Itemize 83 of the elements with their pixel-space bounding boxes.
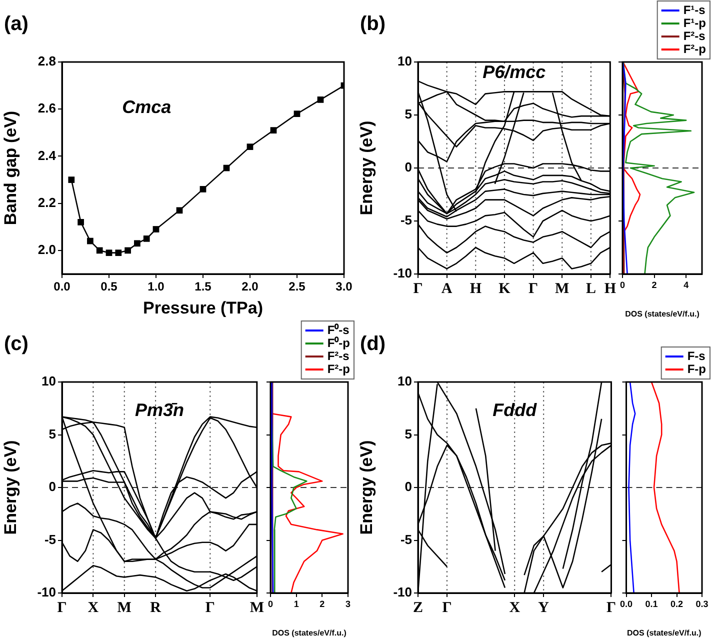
chart-title: (d)	[360, 333, 386, 355]
x-tick-label: 0.3	[696, 598, 708, 609]
x-tick-label: Γ	[442, 600, 452, 616]
x-tick-label: 2.5	[288, 280, 306, 294]
x-tick-label: 2	[652, 280, 657, 290]
x-tick-label: M	[250, 600, 264, 616]
y-axis-title: Energy (eV)	[356, 120, 376, 216]
x-axis-title: DOS (states/eV/f.u.)	[272, 628, 347, 638]
x-axis-title: DOS (states/eV/f.u.)	[627, 628, 702, 638]
annotation: P6/mcc	[482, 62, 546, 82]
y-tick-label: -5	[400, 532, 412, 547]
legend-label: F²-s	[683, 28, 706, 43]
x-tick-label: Γ	[528, 280, 538, 297]
y-axis-title: Band gap (eV)	[0, 110, 20, 226]
x-tick-label: K	[498, 280, 511, 297]
x-tick-label: 0.5	[100, 280, 118, 294]
y-tick-label: 0	[404, 479, 412, 494]
x-tick-label: 0.2	[670, 598, 684, 609]
x-tick-label: 0.0	[620, 598, 633, 609]
x-tick-label: M	[555, 280, 570, 297]
y-tick-label: -10	[393, 584, 412, 600]
x-tick-label: 2	[320, 598, 325, 609]
x-tick-label: L	[586, 280, 596, 297]
y-tick-label: 2.8	[38, 54, 56, 69]
y-tick-label: 10	[42, 374, 56, 389]
y-tick-label: -5	[44, 532, 56, 547]
x-tick-label: 1	[294, 598, 299, 609]
y-tick-label: 2.4	[38, 148, 57, 163]
x-tick-label: A	[441, 280, 452, 297]
legend-label: F²-s	[327, 348, 350, 363]
y-tick-label: 0	[48, 479, 56, 494]
x-tick-label: Γ	[205, 600, 215, 616]
legend-label: F²-p	[683, 42, 706, 56]
x-axis-title: Pressure (TPa)	[143, 298, 263, 318]
x-tick-label: 3	[345, 598, 351, 609]
x-tick-label: Γ	[57, 600, 67, 616]
y-tick-label: 0	[404, 160, 412, 175]
x-tick-label: Z	[412, 600, 424, 616]
x-tick-label: H	[470, 280, 482, 297]
legend-label: F¹-p	[683, 16, 706, 30]
x-tick-label: H	[604, 280, 616, 297]
x-tick-label: 2.0	[242, 280, 259, 294]
y-tick-label: -10	[37, 584, 56, 600]
legend-label: F⁰-p	[327, 336, 350, 350]
y-tick-label: 5	[48, 426, 56, 442]
annotation: Pm3̄n	[134, 400, 184, 420]
y-tick-label: 2.0	[38, 242, 56, 258]
y-axis-title: Energy (eV)	[356, 440, 376, 535]
legend-label: F-p	[687, 362, 706, 376]
x-tick-label: R	[150, 600, 162, 616]
legend-label: F¹-s	[683, 2, 706, 17]
x-tick-label: Γ	[413, 280, 423, 297]
y-tick-label: 5	[404, 106, 412, 122]
x-tick-label: X	[509, 600, 520, 616]
y-tick-label: 2.6	[38, 100, 56, 116]
annotation: Cmca	[122, 97, 172, 118]
chart-title: (b)	[360, 13, 386, 35]
x-axis-title: DOS (states/eV/f.u.)	[625, 309, 700, 318]
y-tick-label: -5	[400, 212, 412, 228]
legend-label: F⁰-s	[327, 322, 350, 337]
x-tick-label: 0	[268, 598, 274, 609]
y-tick-label: 10	[398, 374, 412, 389]
y-tick-label: 5	[404, 426, 412, 442]
y-tick-label: 10	[398, 54, 412, 69]
annotation: Fddd	[492, 400, 538, 420]
x-tick-label: M	[117, 600, 132, 616]
x-tick-label: Y	[538, 600, 550, 616]
x-tick-label: 0.1	[645, 598, 658, 609]
x-tick-label: Γ	[606, 600, 616, 616]
y-tick-label: 2.2	[38, 194, 56, 210]
x-tick-label: 1.5	[194, 280, 212, 294]
chart-title: (c)	[4, 333, 28, 355]
x-tick-label: 3.0	[336, 280, 353, 294]
x-tick-label: 0.0	[54, 280, 71, 294]
x-tick-label: 1.0	[148, 280, 165, 294]
x-tick-label: 4	[684, 280, 689, 290]
x-tick-label: 0	[620, 280, 626, 290]
legend-label: F²-p	[327, 362, 350, 376]
legend-label: F-s	[687, 348, 706, 363]
y-tick-label: -10	[393, 266, 412, 281]
chart-title: (a)	[4, 13, 28, 35]
x-tick-label: X	[88, 600, 99, 616]
y-axis-title: Energy (eV)	[0, 440, 20, 535]
